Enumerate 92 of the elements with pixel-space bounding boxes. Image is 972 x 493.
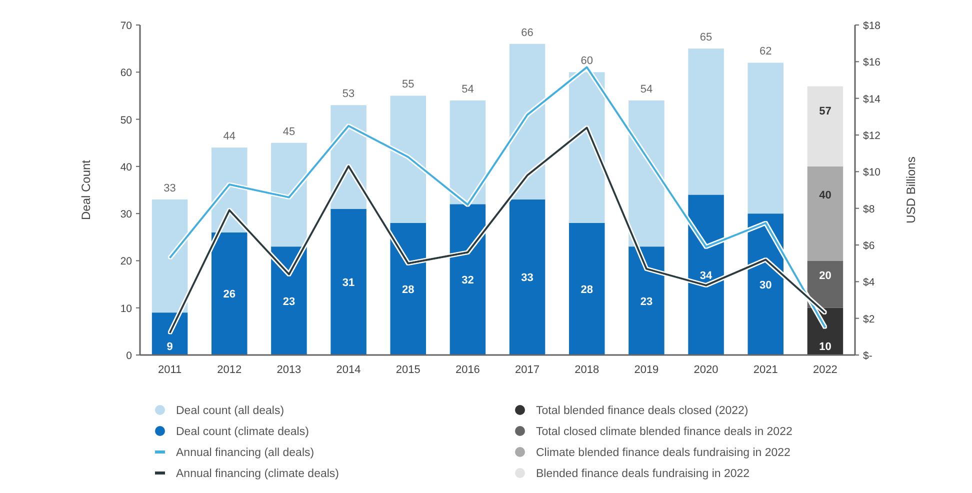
- bar: [807, 86, 844, 166]
- bar: [628, 100, 664, 247]
- total-label: 54: [640, 83, 653, 96]
- x-tick-label: 2021: [753, 364, 778, 376]
- x-tick-label: 2018: [574, 364, 600, 376]
- bar: [748, 62, 784, 214]
- bar: [271, 246, 307, 355]
- data-label: 31: [342, 276, 355, 289]
- y-tick-label: 50: [120, 114, 132, 126]
- x-tick-label: 2017: [515, 364, 540, 376]
- y2-tick-label: $14: [863, 93, 881, 106]
- bar: [212, 232, 248, 355]
- bar: [330, 208, 366, 355]
- y2-tick-label: $12: [863, 130, 881, 142]
- y-tick-label: 0: [126, 350, 132, 362]
- total-label: 33: [164, 182, 176, 194]
- y-tick-label: 10: [120, 302, 132, 315]
- bar: [152, 199, 188, 313]
- x-tick-label: 2014: [336, 364, 361, 376]
- x-tick-label: 2013: [276, 364, 302, 376]
- y2-tick-label: $6: [863, 240, 875, 252]
- data-label: 23: [282, 296, 296, 308]
- data-label: 32: [462, 274, 474, 287]
- bar: [390, 223, 426, 355]
- y2-tick-label: $16: [863, 56, 881, 69]
- total-label: 62: [760, 46, 772, 58]
- x-tick-label: 2022: [812, 364, 838, 376]
- annotation: 40: [819, 190, 832, 202]
- legend-label: Deal count (all deals): [176, 405, 284, 417]
- bar: [509, 199, 546, 355]
- bar: [390, 96, 426, 223]
- x-tick-label: 2020: [694, 364, 718, 376]
- bar: [271, 142, 307, 247]
- data-label: 10: [819, 341, 832, 353]
- total-label: 66: [521, 26, 534, 39]
- data-label: 26: [223, 288, 236, 301]
- x-tick-label: 2015: [396, 364, 420, 376]
- bar: [807, 166, 844, 261]
- data-label: 33: [521, 272, 534, 284]
- total-label: 53: [342, 88, 355, 100]
- annotation: 20: [819, 270, 832, 282]
- total-label: 44: [223, 130, 236, 143]
- y-tick-label: 30: [120, 208, 132, 221]
- x-tick-label: 2019: [634, 364, 659, 376]
- data-label: 28: [402, 284, 414, 296]
- y2-tick-label: $-: [863, 350, 873, 362]
- bar: [688, 194, 724, 355]
- bar: [450, 100, 486, 204]
- total-label: 45: [282, 126, 296, 138]
- y2-tick-label: $4: [863, 276, 875, 289]
- bar: [569, 223, 605, 355]
- legend-label: Blended finance deals fundraising in 2022: [536, 468, 750, 480]
- data-label: 34: [700, 270, 714, 282]
- bar: [212, 148, 248, 232]
- y2-tick-label: $10: [863, 166, 881, 179]
- data-label: 28: [580, 284, 593, 296]
- bar: [152, 312, 188, 355]
- bar: [807, 260, 844, 308]
- bar: [569, 72, 605, 223]
- y-tick-label: 70: [120, 20, 132, 32]
- total-label: 54: [462, 83, 474, 96]
- y-tick-label: 40: [120, 161, 132, 174]
- bar: [509, 44, 546, 200]
- bar: [330, 105, 366, 209]
- legend-label: Deal count (climate deals): [176, 426, 310, 438]
- x-tick-label: 2011: [158, 364, 182, 376]
- y2-tick-label: $18: [863, 20, 881, 32]
- y-axis-title: Deal Count: [79, 159, 93, 220]
- y2-axis-title: USD Billions: [904, 156, 918, 224]
- bar: [450, 204, 486, 355]
- y2-tick-label: $2: [863, 313, 875, 326]
- bar: [807, 308, 844, 355]
- data-label: 23: [640, 296, 653, 308]
- bar: [748, 214, 784, 355]
- legend-label: Climate blended finance deals fundraising in 2022: [536, 447, 790, 459]
- total-label: 60: [580, 55, 593, 68]
- y-tick-label: 20: [120, 256, 132, 268]
- data-label: 9: [166, 341, 173, 353]
- annotation: 57: [819, 105, 832, 118]
- legend-label: Total blended finance deals closed (2022): [536, 405, 748, 417]
- legend-label: Total closed climate blended finance deals in 2022: [536, 426, 792, 438]
- total-label: 55: [402, 78, 414, 91]
- y-tick-label: 60: [120, 67, 132, 80]
- x-tick-label: 2012: [217, 364, 242, 376]
- data-label: 30: [760, 279, 772, 292]
- legend-label: Annual financing (all deals): [176, 447, 314, 459]
- total-label: 65: [700, 32, 712, 44]
- bar: [688, 48, 724, 195]
- legend-label: Annual financing (climate deals): [176, 468, 340, 480]
- bar: [628, 246, 664, 355]
- y2-tick-label: $8: [863, 203, 875, 216]
- x-tick-label: 2016: [455, 364, 480, 376]
